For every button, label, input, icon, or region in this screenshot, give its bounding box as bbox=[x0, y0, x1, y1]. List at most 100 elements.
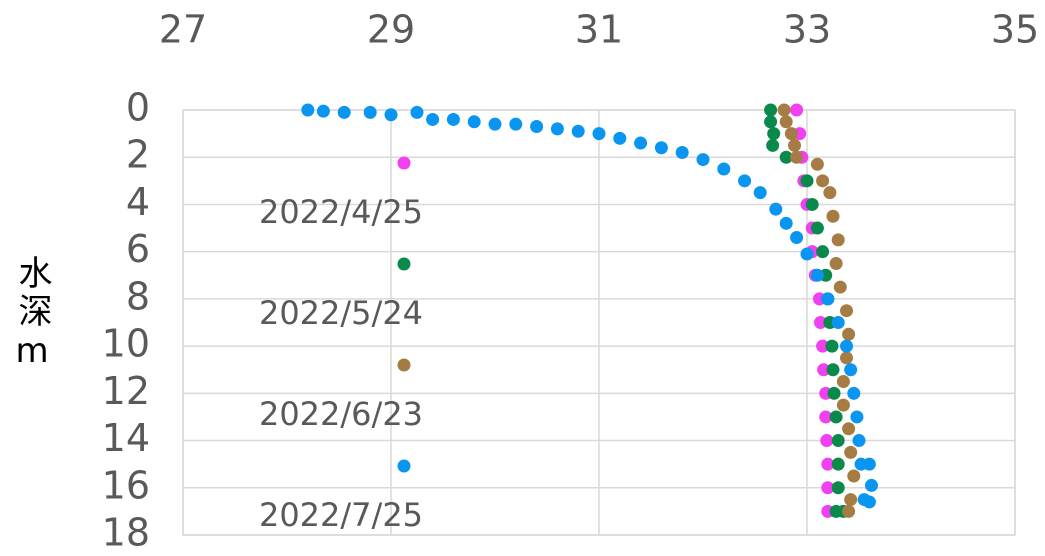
data-point bbox=[816, 245, 830, 259]
data-point bbox=[790, 103, 804, 117]
data-point bbox=[831, 233, 845, 247]
legend-marker bbox=[397, 358, 411, 372]
data-point bbox=[790, 231, 804, 244]
data-point bbox=[831, 457, 845, 471]
data-point bbox=[779, 216, 793, 230]
x-tick-label: 29 bbox=[367, 8, 415, 52]
data-point bbox=[840, 304, 854, 318]
data-point bbox=[753, 186, 767, 200]
data-point bbox=[696, 153, 710, 167]
data-point bbox=[831, 434, 845, 448]
data-point bbox=[675, 146, 689, 159]
data-point bbox=[426, 112, 440, 126]
data-point bbox=[829, 256, 843, 270]
data-point bbox=[337, 105, 351, 119]
data-point bbox=[764, 115, 778, 129]
data-point bbox=[810, 157, 824, 171]
data-point bbox=[717, 162, 731, 176]
data-point bbox=[847, 386, 861, 400]
y-tick-label: 6 bbox=[126, 227, 150, 271]
y-tick-label: 16 bbox=[102, 463, 150, 507]
data-point bbox=[810, 221, 824, 235]
data-point bbox=[316, 104, 330, 118]
y-tick-label: 14 bbox=[102, 416, 150, 460]
data-point bbox=[467, 115, 481, 129]
data-point bbox=[836, 398, 850, 412]
y-tick-label: 0 bbox=[126, 86, 150, 130]
data-point bbox=[784, 127, 798, 141]
data-point bbox=[766, 138, 780, 152]
data-point bbox=[850, 410, 864, 424]
y-tick-label: 10 bbox=[102, 322, 150, 366]
data-point bbox=[777, 103, 791, 117]
data-point bbox=[301, 103, 315, 117]
data-point bbox=[810, 268, 824, 282]
data-point bbox=[790, 150, 804, 164]
data-point bbox=[862, 495, 876, 509]
x-tick-label: 27 bbox=[159, 8, 207, 52]
y-tick-label: 2 bbox=[126, 133, 150, 177]
data-point bbox=[864, 478, 878, 492]
data-point bbox=[823, 186, 837, 200]
legend-label: 2022/6/23 bbox=[259, 395, 423, 433]
data-point bbox=[820, 434, 834, 448]
y-tick-label: 12 bbox=[102, 369, 150, 413]
data-point bbox=[829, 410, 843, 424]
legend-label: 2022/5/24 bbox=[259, 294, 423, 332]
data-point bbox=[842, 504, 856, 518]
data-point bbox=[816, 174, 830, 188]
x-tick-label: 31 bbox=[575, 8, 623, 52]
data-point bbox=[800, 174, 814, 188]
data-point bbox=[613, 131, 627, 145]
data-point bbox=[446, 112, 460, 126]
data-point bbox=[779, 150, 793, 164]
legend-marker bbox=[397, 459, 411, 473]
data-point bbox=[844, 493, 858, 507]
data-point bbox=[816, 339, 830, 353]
x-tick-label: 35 bbox=[991, 8, 1039, 52]
data-point bbox=[817, 363, 831, 377]
data-point bbox=[819, 410, 833, 424]
data-point bbox=[767, 127, 781, 141]
data-point bbox=[654, 141, 668, 155]
data-point bbox=[363, 105, 377, 119]
data-point bbox=[769, 202, 783, 216]
x-tick-label: 33 bbox=[783, 8, 831, 52]
data-point bbox=[840, 339, 854, 353]
data-point bbox=[826, 363, 840, 377]
data-point bbox=[831, 481, 845, 495]
data-point bbox=[779, 115, 793, 129]
legend-label: 2022/7/25 bbox=[259, 496, 423, 534]
data-point bbox=[821, 292, 835, 306]
y-tick-label: 4 bbox=[126, 180, 150, 224]
data-point bbox=[844, 363, 858, 377]
data-point bbox=[827, 386, 841, 400]
data-point bbox=[805, 197, 819, 211]
data-point bbox=[410, 105, 424, 119]
data-point bbox=[825, 339, 839, 353]
data-point bbox=[836, 375, 850, 389]
data-point bbox=[831, 316, 845, 329]
data-point bbox=[530, 120, 544, 134]
data-point bbox=[826, 209, 840, 223]
data-point bbox=[821, 457, 835, 471]
data-point bbox=[821, 481, 835, 495]
data-point bbox=[634, 136, 648, 150]
data-point bbox=[800, 247, 814, 261]
data-point bbox=[509, 117, 523, 131]
data-point bbox=[764, 103, 778, 117]
data-point bbox=[862, 457, 876, 471]
y-tick-label: 8 bbox=[126, 274, 150, 318]
data-point bbox=[384, 108, 398, 122]
data-point bbox=[842, 327, 856, 341]
data-point bbox=[814, 316, 828, 329]
data-point bbox=[571, 124, 585, 138]
legend-marker bbox=[397, 156, 411, 170]
data-point bbox=[852, 434, 866, 448]
data-point bbox=[844, 445, 858, 459]
legend-label: 2022/4/25 bbox=[259, 193, 423, 231]
data-point bbox=[550, 122, 564, 136]
legend-marker bbox=[397, 257, 411, 271]
data-point bbox=[788, 138, 802, 152]
